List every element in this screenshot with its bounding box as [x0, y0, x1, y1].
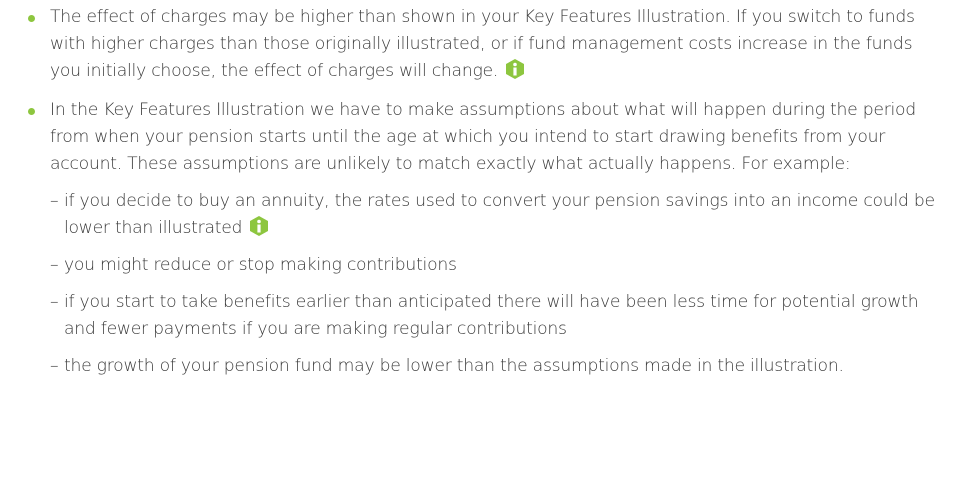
- sub-item-text: if you start to take benefits earlier th…: [64, 292, 919, 339]
- bullet: In the Key Features Illustration we have…: [24, 97, 939, 380]
- page: The effect of charges may be higher than…: [0, 4, 959, 498]
- sub-item: – you might reduce or stop making contrib…: [50, 255, 457, 275]
- sub-item-text: the growth of your pension fund may be l…: [64, 356, 844, 376]
- bullet-text: The effect of charges may be higher than…: [50, 7, 915, 81]
- info-icon[interactable]: [248, 215, 270, 237]
- document: The effect of charges may be higher than…: [0, 4, 959, 380]
- sub-item: – the growth of your pension fund may be …: [50, 356, 844, 376]
- sub-item-text: you might reduce or stop making contribu…: [64, 255, 457, 275]
- bullet-text: In the Key Features Illustration we have…: [50, 100, 916, 174]
- sub-item: – if you start to take benefits earlier t…: [50, 292, 919, 339]
- sub-item: – if you decide to buy an annuity, the ra…: [50, 191, 935, 238]
- sub-item-text: if you decide to buy an annuity, the rat…: [64, 191, 935, 238]
- info-icon[interactable]: [504, 58, 526, 80]
- bullet: The effect of charges may be higher than…: [24, 4, 939, 85]
